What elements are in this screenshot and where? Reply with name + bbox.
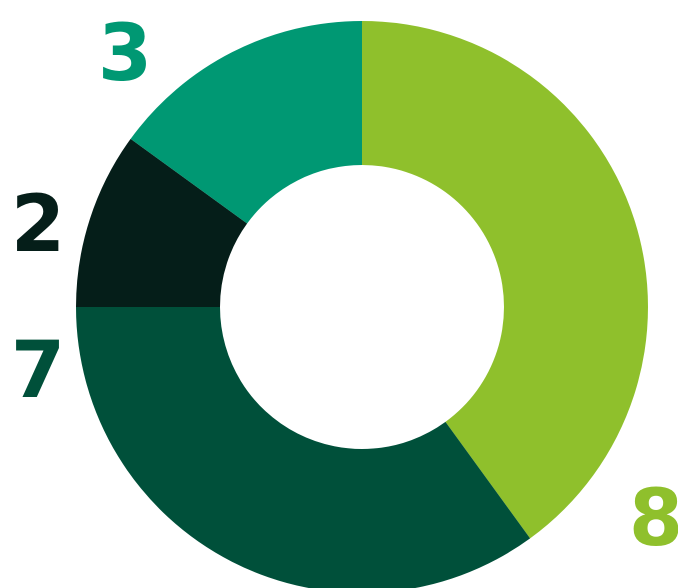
donut-slice-7 [76,307,531,588]
slice-label-2: 2 [11,180,65,270]
donut-slice-3 [130,21,362,224]
donut-slice-2 [76,138,248,307]
slice-label-7: 7 [11,326,65,416]
donut-slice-8 [362,21,648,539]
donut-slices [76,21,648,588]
slice-label-3: 3 [98,9,152,99]
slice-labels: 8 7 23 [11,9,678,564]
slice-label-8: 8 [629,474,678,564]
